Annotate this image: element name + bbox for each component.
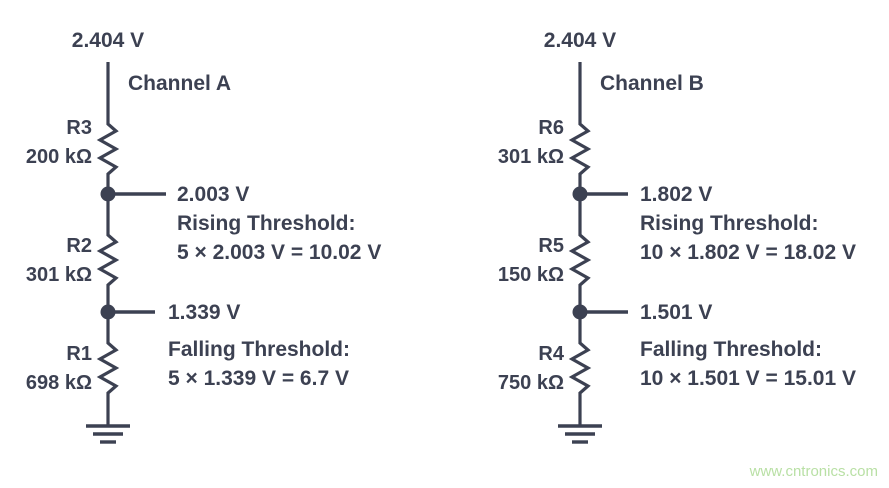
channel-b-resistor-r6-ref: R6	[538, 117, 564, 139]
channel-a-supply-label: 2.404 V	[72, 29, 144, 52]
channel-b-resistor-r4-ref: R4	[538, 343, 564, 365]
channel-a-resistor-r2-symbol	[96, 194, 120, 312]
channel-b-falling-threshold-title: Falling Threshold:	[640, 338, 822, 361]
channel-a-resistor-r3-value: 200 kΩ	[26, 146, 92, 168]
channel-b-resistor-r4-symbol	[568, 312, 592, 425]
channel-b-resistor-r5-ref: R5	[538, 235, 564, 257]
channel-b-resistor-r5-symbol	[568, 194, 592, 312]
channel-a-resistor-r2-value: 301 kΩ	[26, 264, 92, 286]
channel-b-resistor-r4-value: 750 kΩ	[498, 372, 564, 394]
channel-b-resistor-r6-value: 301 kΩ	[498, 146, 564, 168]
channel-b-resistor-r5-value: 150 kΩ	[498, 264, 564, 286]
channel-a-rising-threshold-calc: 5 × 2.003 V = 10.02 V	[177, 241, 381, 264]
channel-b-resistor-r6-symbol	[568, 120, 592, 194]
channel-a-group: 2.404 V Channel A R3 200 kΩ 2.003 V Risi…	[26, 29, 381, 444]
channel-b-rising-threshold-title: Rising Threshold:	[640, 212, 819, 235]
channel-a-tap-falling-voltage: 1.339 V	[168, 301, 240, 324]
channel-a-resistor-r1-value: 698 kΩ	[26, 372, 92, 394]
channel-b-falling-threshold-calc: 10 × 1.501 V = 15.01 V	[640, 367, 856, 390]
channel-b-supply-label: 2.404 V	[544, 29, 616, 52]
channel-a-resistor-r2-ref: R2	[66, 235, 92, 257]
channel-b-group: 2.404 V Channel B R6 301 kΩ 1.802 V Risi…	[498, 29, 856, 444]
channel-b-ground-icon	[558, 424, 602, 444]
channel-a-tap-rising-voltage: 2.003 V	[177, 183, 249, 206]
channel-a-falling-threshold-title: Falling Threshold:	[168, 338, 350, 361]
channel-b-rising-threshold-calc: 10 × 1.802 V = 18.02 V	[640, 241, 856, 264]
channel-a-falling-threshold-calc: 5 × 1.339 V = 6.7 V	[168, 367, 349, 390]
channel-a-resistor-r1-symbol	[96, 312, 120, 425]
channel-a-resistor-r1-ref: R1	[66, 343, 92, 365]
channel-a-rising-threshold-title: Rising Threshold:	[177, 212, 356, 235]
channel-a-name-label: Channel A	[128, 72, 231, 95]
channel-a-resistor-r3-ref: R3	[66, 117, 92, 139]
channel-b-tap-rising-voltage: 1.802 V	[640, 183, 712, 206]
channel-b-name-label: Channel B	[600, 72, 704, 95]
channel-a-ground-icon	[86, 424, 130, 444]
site-watermark: www.cntronics.com	[749, 463, 878, 480]
channel-b-tap-falling-voltage: 1.501 V	[640, 301, 712, 324]
channel-a-resistor-r3-symbol	[96, 120, 120, 194]
